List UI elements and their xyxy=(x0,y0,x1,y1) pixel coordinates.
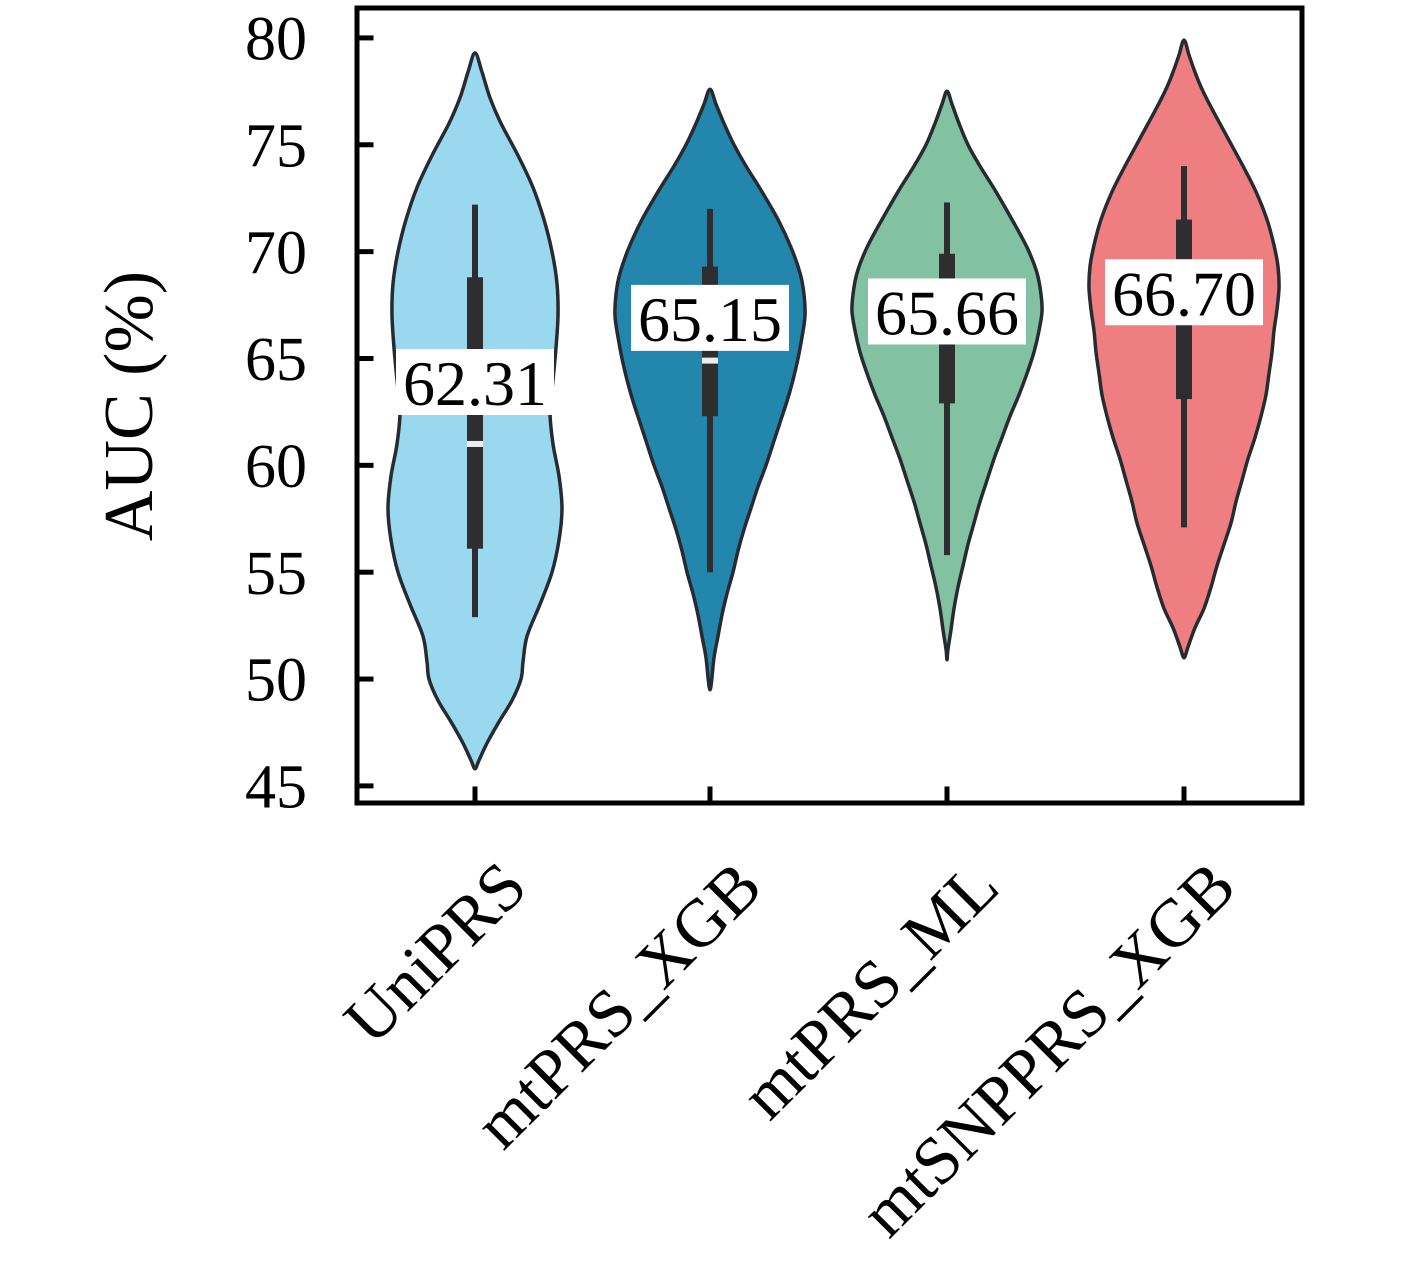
y-tick-label-80: 80 xyxy=(245,6,307,74)
mean-label-box-mtprs-xgb xyxy=(631,284,789,351)
y-tick-label-55: 55 xyxy=(245,540,307,608)
mean-label-mtprs-xgb: 65.15 xyxy=(638,284,782,355)
median-mark-uniprs xyxy=(467,440,483,447)
y-tick-label-50: 50 xyxy=(245,647,307,715)
y-tick-label-60: 60 xyxy=(245,433,307,501)
mean-label-box-uniprs xyxy=(396,348,554,415)
y-tick-label-75: 75 xyxy=(245,112,307,180)
mean-label-mtsnpprs-xgb: 66.70 xyxy=(1112,258,1256,329)
mean-label-mtprs-ml: 65.66 xyxy=(875,278,1019,349)
chart-generated-content: 455055606570758062.31UniPRS65.15mtPRS_XG… xyxy=(245,5,1305,1251)
y-tick-label-65: 65 xyxy=(245,326,307,394)
mean-label-box-mtprs-ml xyxy=(868,278,1026,345)
y-tick-label-70: 70 xyxy=(245,219,307,287)
mean-label-box-mtsnpprs-xgb xyxy=(1105,259,1263,326)
x-tick-label-uniprs: UniPRS xyxy=(329,847,540,1058)
median-mark-mtprs-xgb xyxy=(702,357,718,364)
mean-label-uniprs: 62.31 xyxy=(403,348,547,419)
y-tick-label-45: 45 xyxy=(245,754,307,822)
y-axis-label: AUC (%) xyxy=(91,271,168,541)
plot-frame xyxy=(354,5,1305,806)
